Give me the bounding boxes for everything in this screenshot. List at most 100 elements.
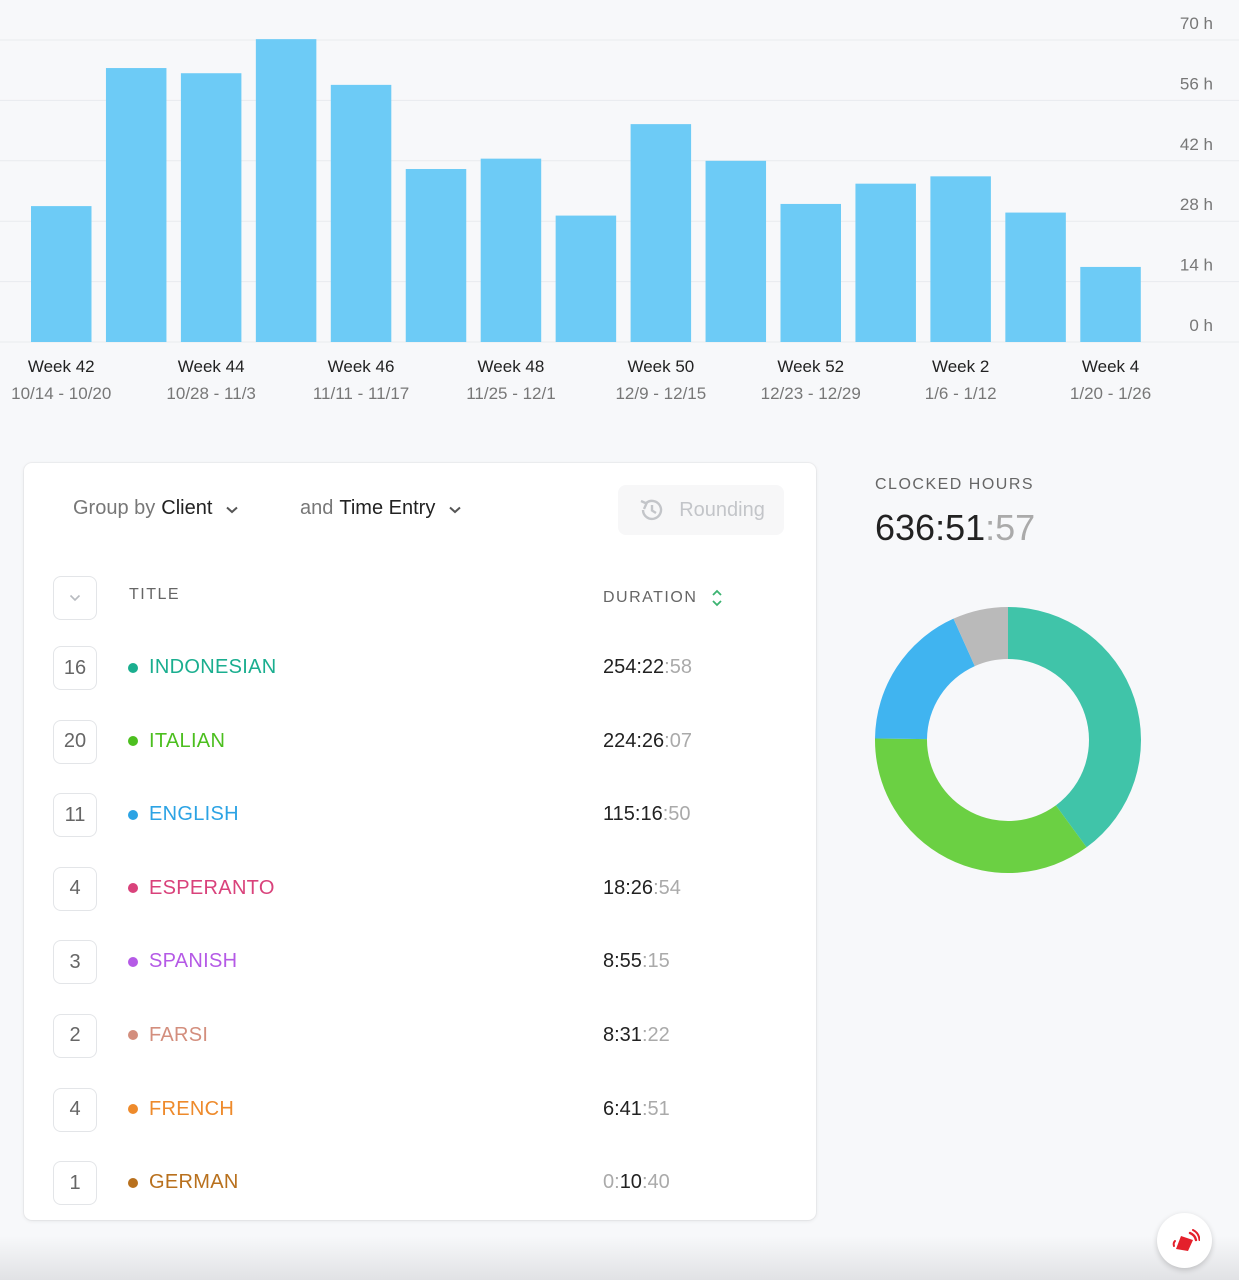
table-row[interactable]: 3 SPANISH 8:55:15 — [24, 940, 816, 1014]
duration-value: 254:22:58 — [603, 656, 692, 679]
x-date-range-label: 10/28 - 11/3 — [166, 384, 255, 403]
duration-main: 254:22 — [603, 656, 665, 678]
x-date-range-label: 11/11 - 11/17 — [313, 384, 409, 403]
collapse-all-button[interactable] — [53, 576, 97, 620]
duration-main: 224:26 — [603, 729, 665, 752]
duration-value: 115:16:50 — [603, 803, 691, 826]
entry-count-badge[interactable]: 11 — [53, 793, 97, 838]
entry-count-badge[interactable]: 20 — [53, 719, 97, 764]
toggl-icon — [1172, 1228, 1200, 1251]
column-duration-header[interactable]: DURATION — [603, 588, 723, 608]
clocked-hours-label: CLOCKED HOURS — [875, 476, 1035, 493]
column-title-header[interactable]: TITLE — [129, 586, 181, 603]
table-row[interactable]: 1 GERMAN 0:10:40 — [24, 1161, 816, 1235]
duration-seconds: :40 — [641, 1171, 670, 1194]
x-week-label: Week 52 — [777, 357, 844, 376]
sort-icon — [712, 589, 723, 607]
bar[interactable] — [630, 124, 692, 342]
donut-slice[interactable] — [1008, 607, 1141, 848]
bar[interactable] — [1080, 266, 1141, 342]
x-date-range-label: 11/25 - 12/1 — [466, 384, 555, 403]
bar[interactable] — [780, 203, 842, 342]
client-name: ITALIAN — [128, 730, 225, 753]
table-row[interactable]: 11 ENGLISH 115:16:50 — [24, 793, 816, 867]
y-tick-label: 56 h — [1180, 74, 1213, 93]
bar[interactable] — [31, 206, 92, 342]
duration-seconds: :50 — [662, 803, 691, 826]
table-row[interactable]: 4 ESPERANTO 18:26:54 — [24, 866, 816, 941]
donut-slice[interactable] — [875, 618, 975, 740]
client-color-dot — [128, 1177, 138, 1188]
duration-value: 18:26:54 — [603, 877, 681, 900]
x-date-range-label: 12/9 - 12/15 — [615, 384, 706, 403]
chevron-down-icon — [69, 594, 81, 602]
x-week-label: Week 48 — [478, 357, 545, 376]
bar[interactable] — [705, 160, 767, 342]
subgroup-select[interactable]: and Time Entry — [300, 497, 461, 520]
duration-seconds: :22 — [641, 1023, 670, 1046]
entry-count-badge[interactable]: 4 — [53, 1087, 97, 1132]
y-tick-label: 28 h — [1180, 195, 1213, 214]
bar[interactable] — [1005, 212, 1066, 342]
client-name: ENGLISH — [128, 803, 239, 826]
client-name: SPANISH — [128, 950, 237, 973]
entry-count-badge[interactable]: 2 — [53, 1013, 97, 1058]
duration-main: 10 — [619, 1171, 642, 1194]
bar[interactable] — [330, 84, 392, 343]
bar[interactable] — [255, 39, 317, 342]
client-label: FRENCH — [149, 1097, 235, 1120]
bar[interactable] — [180, 73, 242, 342]
bar[interactable] — [930, 176, 991, 342]
group-by-value: Client — [161, 497, 213, 519]
bottom-shade — [0, 1236, 1239, 1280]
y-tick-label: 14 h — [1180, 256, 1213, 275]
duration-seconds: :07 — [664, 729, 692, 752]
entry-count-badge[interactable]: 4 — [53, 866, 97, 911]
x-date-range-label: 12/23 - 12/29 — [761, 384, 861, 403]
table-row[interactable]: 20 ITALIAN 224:26:07 — [24, 719, 816, 794]
table-row[interactable]: 2 FARSI 8:31:22 — [24, 1013, 816, 1088]
rounding-button[interactable]: Rounding — [618, 485, 784, 535]
duration-main: 8:31 — [603, 1023, 642, 1046]
duration-seconds: :54 — [653, 876, 681, 899]
x-week-label: Week 42 — [28, 357, 95, 376]
table-row[interactable]: 16 INDONESIAN 254:22:58 — [24, 646, 816, 720]
x-week-label: Week 50 — [627, 357, 694, 376]
duration-header-label: DURATION — [603, 589, 698, 606]
x-week-label: Week 46 — [328, 357, 395, 376]
group-by-select[interactable]: Group by Client — [73, 497, 239, 520]
bar[interactable] — [405, 168, 467, 342]
client-name: INDONESIAN — [128, 656, 276, 679]
report-toolbar: Group by Client and Time Entry Rounding — [24, 463, 816, 559]
x-week-label: Week 44 — [178, 357, 245, 376]
toggl-button[interactable] — [1157, 1213, 1212, 1268]
client-color-dot — [128, 736, 138, 747]
duration-main: 8:55 — [603, 950, 642, 973]
entry-count-badge[interactable]: 16 — [53, 646, 97, 690]
bar[interactable] — [480, 158, 542, 342]
group-by-prefix: Group by — [73, 497, 156, 519]
bar[interactable] — [105, 68, 167, 343]
client-color-dot — [128, 1030, 138, 1041]
entry-count-badge[interactable]: 1 — [53, 1161, 97, 1206]
duration-value: 8:55:15 — [603, 950, 670, 973]
donut-slice[interactable] — [953, 607, 1008, 667]
donut-slice[interactable] — [875, 738, 1087, 873]
bar[interactable] — [855, 183, 916, 342]
subgroup-value: Time Entry — [339, 497, 436, 519]
duration-value: 6:41:51 — [603, 1098, 670, 1121]
client-label: GERMAN — [149, 1171, 239, 1194]
rounding-label: Rounding — [679, 498, 765, 521]
duration-dim: 0: — [603, 1171, 620, 1194]
duration-value: 8:31:22 — [603, 1024, 670, 1047]
chevron-down-icon — [226, 497, 239, 520]
duration-value: 0:10:40 — [603, 1171, 670, 1194]
table-row[interactable]: 4 FRENCH 6:41:51 — [24, 1087, 816, 1162]
duration-seconds: :51 — [641, 1097, 670, 1120]
bar[interactable] — [555, 215, 617, 342]
x-date-range-label: 1/20 - 1/26 — [1070, 384, 1151, 403]
duration-main: 115:16 — [603, 803, 663, 826]
clocked-hours-total: 636:51:57 — [875, 507, 1035, 549]
client-name: FARSI — [128, 1024, 208, 1047]
entry-count-badge[interactable]: 3 — [53, 940, 97, 985]
